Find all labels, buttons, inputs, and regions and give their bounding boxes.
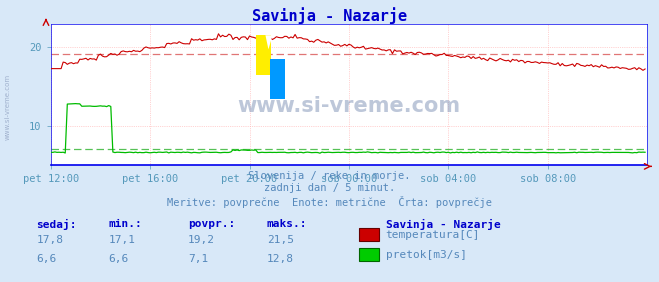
Text: 7,1: 7,1 (188, 254, 208, 264)
Text: 17,1: 17,1 (109, 235, 136, 245)
Text: 12,8: 12,8 (267, 254, 294, 264)
Text: Savinja - Nazarje: Savinja - Nazarje (252, 7, 407, 24)
Text: www.si-vreme.com: www.si-vreme.com (5, 74, 11, 140)
Polygon shape (266, 35, 273, 49)
Text: maks.:: maks.: (267, 219, 307, 228)
Text: www.si-vreme.com: www.si-vreme.com (237, 96, 461, 116)
Text: min.:: min.: (109, 219, 142, 228)
Text: Savinja - Nazarje: Savinja - Nazarje (386, 219, 500, 230)
Text: 6,6: 6,6 (36, 254, 57, 264)
Text: Meritve: povprečne  Enote: metrične  Črta: povprečje: Meritve: povprečne Enote: metrične Črta:… (167, 196, 492, 208)
Text: 6,6: 6,6 (109, 254, 129, 264)
Text: pretok[m3/s]: pretok[m3/s] (386, 250, 467, 259)
Bar (270, 59, 285, 99)
Text: temperatura[C]: temperatura[C] (386, 230, 480, 240)
Text: Slovenija / reke in morje.: Slovenija / reke in morje. (248, 171, 411, 180)
Text: zadnji dan / 5 minut.: zadnji dan / 5 minut. (264, 183, 395, 193)
Text: sedaj:: sedaj: (36, 219, 76, 230)
Text: 19,2: 19,2 (188, 235, 215, 245)
Text: 21,5: 21,5 (267, 235, 294, 245)
Text: povpr.:: povpr.: (188, 219, 235, 228)
Bar (256, 35, 271, 75)
Text: 17,8: 17,8 (36, 235, 63, 245)
